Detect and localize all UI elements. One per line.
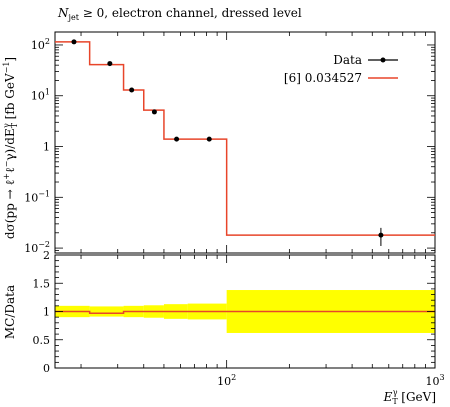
- mc-histogram-line: [55, 41, 435, 236]
- ratio-line: [55, 310, 435, 314]
- y-tick-label: 10−2: [24, 240, 50, 255]
- y-tick-label: 102: [31, 37, 50, 52]
- y-tick-label: 101: [31, 88, 50, 103]
- uncertainty-band: [89, 306, 124, 317]
- data-point: [107, 61, 113, 67]
- ratio-y-tick-label: 2: [43, 249, 50, 262]
- x-axis-label: ETγ [GeV]: [383, 388, 436, 406]
- ratio-y-axis-label: MC/Data: [3, 285, 17, 339]
- data-point: [129, 87, 135, 93]
- ratio-y-tick-label: 1: [43, 306, 50, 319]
- chart-title: Njet ≥ 0, electron channel, dressed leve…: [57, 6, 302, 22]
- data-point: [151, 109, 157, 115]
- data-point: [206, 136, 212, 142]
- ratio-y-tick-label: 1.5: [33, 277, 51, 290]
- main-panel: 10−2 10−1 1 101 102: [24, 31, 436, 255]
- x-tick-label: 103: [425, 373, 444, 388]
- legend: Data [6] 0.034527: [284, 53, 398, 85]
- y-tick-label: 10−1: [24, 189, 50, 204]
- main-plot-frame: [54, 31, 436, 254]
- data-point: [71, 39, 77, 45]
- data-point: [378, 232, 384, 238]
- y-tick-label: 1: [43, 141, 50, 154]
- ratio-y-tick-label: 0: [43, 362, 50, 375]
- data-point: [174, 136, 180, 142]
- main-y-axis-label: dσ(pp → ℓ+ℓ−γ)/dETγ [fb GeV−1]: [2, 57, 19, 239]
- legend-label: [6] 0.034527: [284, 71, 362, 85]
- x-tick-label: 102: [217, 373, 236, 388]
- ratio-y-tick-label: 0.5: [33, 334, 51, 347]
- legend-label: Data: [333, 53, 362, 67]
- legend-data-marker: [380, 57, 386, 63]
- ratio-panel: 0 0.5 1 1.5 2 102 103: [33, 249, 445, 388]
